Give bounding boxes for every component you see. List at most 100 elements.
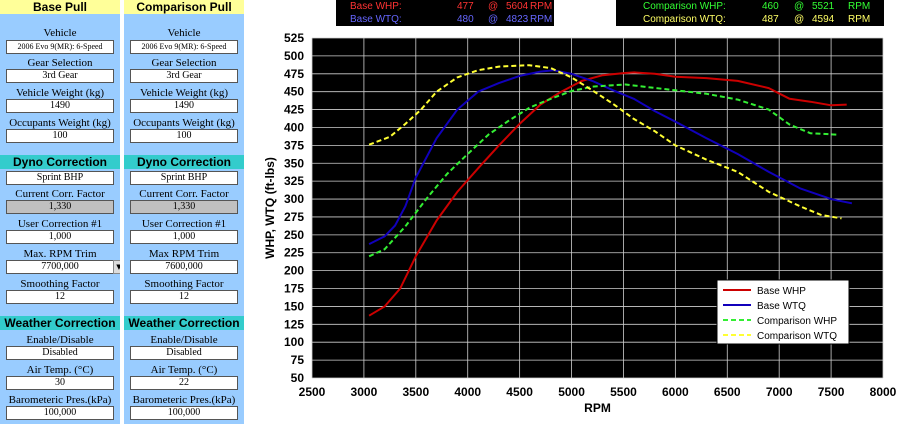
y-tick-label: 475 <box>284 67 304 81</box>
vehicle-field[interactable]: 2006 Evo 9(MR): 6-Speed <box>6 40 114 54</box>
smoothing-label: Smoothing Factor <box>144 278 224 290</box>
base-wtq-row: Base WTQ: 480 @ 4823 RPM <box>336 13 554 26</box>
vehicle-weight-field[interactable]: 1490 <box>130 99 238 113</box>
rpm-trim-field[interactable]: 7700,000 <box>6 260 114 274</box>
comp-wtq-rpm: 4594 <box>812 14 835 25</box>
enable-label: Enable/Disable <box>150 334 218 346</box>
baro-pres-field[interactable]: 100,000 <box>130 406 238 420</box>
base-pull-panel: Base Pull Vehicle 2006 Evo 9(MR): 6-Spee… <box>0 0 125 424</box>
corr-factor-label: Current Corr. Factor <box>15 188 105 200</box>
x-tick-label: 7000 <box>766 385 793 399</box>
y-tick-label: 275 <box>284 210 304 224</box>
gear-selection-field[interactable]: 3rd Gear <box>6 69 114 83</box>
y-tick-label: 425 <box>284 103 304 117</box>
y-tick-label: 150 <box>284 299 304 313</box>
vehicle-weight-field[interactable]: 1490 <box>6 99 114 113</box>
vehicle-weight-label: Vehicle Weight (kg) <box>15 87 105 99</box>
x-tick-label: 5500 <box>610 385 637 399</box>
vehicle-label: Vehicle <box>43 27 77 39</box>
rpm-trim-label: Max RPM Trim <box>148 248 220 260</box>
baro-pres-label: Barometeric Pres.(kPa) <box>132 394 236 406</box>
x-axis-label: RPM <box>584 401 611 415</box>
user-correction-field[interactable]: 1,000 <box>6 230 114 244</box>
comp-whp-value: 460 <box>762 1 779 12</box>
corr-factor-field: 1,330 <box>130 200 238 214</box>
comp-whp-label: Comparison WHP: <box>643 1 726 12</box>
air-temp-field[interactable]: 30 <box>6 376 114 390</box>
occupants-weight-field[interactable]: 100 <box>6 129 114 143</box>
comparison-pull-panel: Comparison Pull Vehicle 2006 Evo 9(MR): … <box>124 0 244 424</box>
comparison-summary-box: Comparison WHP: 460 @ 5521 RPM Compariso… <box>616 0 884 26</box>
y-tick-label: 525 <box>284 31 304 45</box>
comparison-pull-title: Comparison Pull <box>124 0 244 14</box>
vehicle-weight-label: Vehicle Weight (kg) <box>139 87 229 99</box>
air-temp-label: Air Temp. (°C) <box>26 364 94 376</box>
dyno-type-field[interactable]: Sprint BHP <box>6 171 114 185</box>
vehicle-field[interactable]: 2006 Evo 9(MR): 6-Speed <box>130 40 238 54</box>
gear-selection-label: Gear Selection <box>151 57 217 69</box>
gear-selection-label: Gear Selection <box>27 57 93 69</box>
user-correction-field[interactable]: 1,000 <box>130 230 238 244</box>
series-line-base-wtq <box>368 69 853 245</box>
panel-divider <box>120 0 124 424</box>
weather-correction-title: Weather Correction <box>124 316 244 330</box>
user-correction-label: User Correction #1 <box>17 218 103 230</box>
x-tick-label: 3000 <box>351 385 378 399</box>
rpm-trim-label: Max. RPM Trim <box>23 248 97 260</box>
x-tick-label: 7500 <box>818 385 845 399</box>
y-tick-label: 50 <box>291 371 305 385</box>
smoothing-field[interactable]: 12 <box>130 290 238 304</box>
base-wtq-rpm: 4823 <box>506 14 529 25</box>
baro-pres-field[interactable]: 100,000 <box>6 406 114 420</box>
occupants-weight-label: Occupants Weight (kg) <box>133 117 235 129</box>
y-tick-label: 75 <box>291 353 305 367</box>
base-wtq-label: Base WTQ: <box>350 14 402 25</box>
vehicle-label: Vehicle <box>167 27 201 39</box>
corr-factor-field: 1,330 <box>6 200 114 214</box>
comp-wtq-value: 487 <box>762 14 779 25</box>
x-tick-label: 8000 <box>870 385 897 399</box>
dyno-type-field[interactable]: Sprint BHP <box>130 171 238 185</box>
air-temp-label: Air Temp. (°C) <box>150 364 218 376</box>
enable-field[interactable]: Disabled <box>130 346 238 360</box>
x-tick-labels: 2500 3000 3500 4000 4500 5000 5500 6000 6500 7000… <box>299 385 897 399</box>
comp-wtq-unit: RPM <box>848 14 871 25</box>
base-pull-title: Base Pull <box>0 0 120 14</box>
comp-whp-at: @ <box>794 1 805 12</box>
gear-selection-field[interactable]: 3rd Gear <box>130 69 238 83</box>
rpm-trim-field[interactable]: 7600,000 <box>130 260 238 274</box>
smoothing-label: Smoothing Factor <box>20 278 100 290</box>
comp-whp-rpm: 5521 <box>812 1 835 12</box>
y-tick-label: 175 <box>284 282 304 296</box>
y-tick-label: 375 <box>284 138 304 152</box>
base-whp-row: Base WHP: 477 @ 5604 RPM <box>336 0 554 13</box>
x-tick-label: 2500 <box>299 385 326 399</box>
enable-field[interactable]: Disabled <box>6 346 114 360</box>
weather-correction-title: Weather Correction <box>0 316 120 330</box>
enable-label: Enable/Disable <box>26 334 94 346</box>
air-temp-field[interactable]: 22 <box>130 376 238 390</box>
series-line-base-whp <box>368 71 847 317</box>
y-tick-label: 500 <box>284 49 304 63</box>
occupants-weight-field[interactable]: 100 <box>130 129 238 143</box>
x-tick-label: 5000 <box>558 385 585 399</box>
baro-pres-label: Barometeric Pres.(kPa) <box>8 394 112 406</box>
y-tick-label: 225 <box>284 246 304 260</box>
y-tick-label: 125 <box>284 317 304 331</box>
dyno-chart: 50 75 100 125 150 175 200 225 250 275 300 325 350 375… <box>263 31 897 415</box>
corr-factor-label: Current Corr. Factor <box>139 188 229 200</box>
user-correction-label: User Correction #1 <box>141 218 227 230</box>
base-summary-box: Base WHP: 477 @ 5604 RPM Base WTQ: 480 @… <box>336 0 554 26</box>
base-wtq-value: 480 <box>457 14 474 25</box>
y-tick-label: 350 <box>284 156 304 170</box>
smoothing-field[interactable]: 12 <box>6 290 114 304</box>
base-whp-label: Base WHP: <box>350 1 402 12</box>
series-line-comparison-whp <box>368 83 837 258</box>
y-tick-label: 250 <box>284 228 304 242</box>
base-whp-at: @ <box>488 1 499 12</box>
base-whp-unit: RPM <box>530 1 553 12</box>
x-tick-label: 6500 <box>714 385 741 399</box>
comp-whp-unit: RPM <box>848 1 871 12</box>
x-tick-label: 4000 <box>454 385 481 399</box>
comp-wtq-label: Comparison WTQ: <box>643 14 726 25</box>
